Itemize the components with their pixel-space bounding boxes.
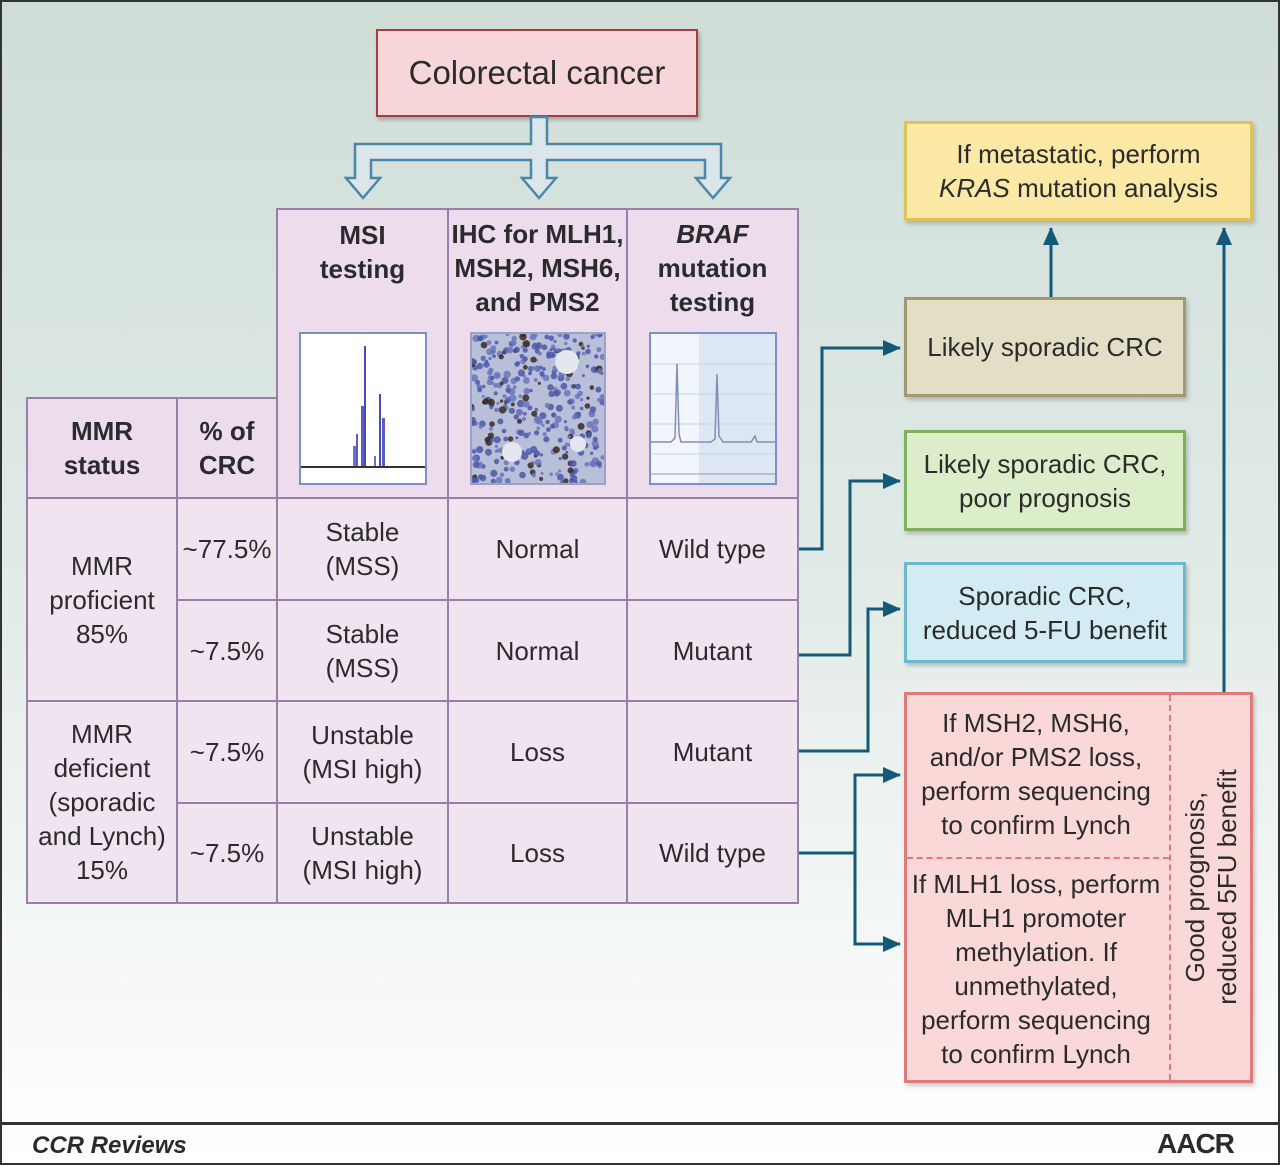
arrow-row2 bbox=[799, 473, 901, 657]
header-pct-crc: % of CRC bbox=[198, 416, 256, 480]
mlh1-methylation-text: If MLH1 loss, perform MLH1 promoter meth… bbox=[911, 869, 1161, 1069]
ihc-stain-image bbox=[470, 332, 606, 485]
colorectal-cancer-box: Colorectal cancer bbox=[376, 29, 698, 117]
arrow-row3 bbox=[799, 601, 901, 753]
row4-braf: Wild type bbox=[659, 838, 766, 868]
header-ihc: IHC for MLH1, MSH2, MSH6, and PMS2 bbox=[451, 219, 624, 317]
msi-electropherogram-image bbox=[299, 332, 427, 485]
group-mmr-deficient: MMR deficient (sporadic and Lynch) 15% bbox=[38, 719, 166, 885]
grid-line bbox=[27, 497, 799, 499]
likely-sporadic-box: Likely sporadic CRC bbox=[904, 297, 1186, 397]
grid-line bbox=[277, 208, 799, 210]
row2-braf: Mutant bbox=[672, 635, 753, 666]
journal-name: CCR Reviews bbox=[32, 1132, 187, 1159]
grid-line bbox=[27, 700, 799, 702]
kras-line2-text: mutation analysis bbox=[1009, 173, 1218, 203]
row3-pct: ~7.5% bbox=[189, 737, 265, 767]
table-left-header-bg bbox=[27, 398, 277, 498]
lynch-box bbox=[904, 692, 1253, 1083]
grid-line bbox=[176, 397, 178, 904]
kras-gene: KRAS bbox=[939, 173, 1010, 203]
row3-msi: Unstable (MSI high) bbox=[302, 720, 423, 784]
good-prognosis-text: Good prognosis, reduced 5FU benefit bbox=[1180, 769, 1242, 1005]
lynch-vertical-divider bbox=[1169, 695, 1171, 1080]
row2-msi: Stable (MSS) bbox=[325, 618, 400, 683]
header-braf: BRAF mutation testing bbox=[628, 216, 797, 320]
arrow-row1 bbox=[799, 340, 901, 551]
row2-pct: ~7.5% bbox=[189, 635, 265, 666]
sporadic-5fu-box: Sporadic CRC, reduced 5-FU benefit bbox=[904, 562, 1186, 663]
grid-line bbox=[626, 208, 628, 904]
header-mmr-status: MMR status bbox=[63, 416, 141, 480]
colorectal-cancer-label: Colorectal cancer bbox=[408, 54, 666, 91]
row1-ihc: Normal bbox=[495, 534, 580, 564]
row4-pct: ~7.5% bbox=[189, 838, 265, 868]
grid-line bbox=[26, 397, 28, 904]
footer-rule bbox=[2, 1122, 1278, 1125]
branch-arrow-shape bbox=[343, 115, 733, 200]
header-braf-text: mutation testing bbox=[657, 253, 768, 317]
grid-line bbox=[27, 902, 799, 904]
likely-sporadic-poor-box: Likely sporadic CRC, poor prognosis bbox=[904, 430, 1186, 531]
arrow-row4 bbox=[799, 767, 901, 855]
header-braf-gene: BRAF bbox=[676, 219, 749, 249]
row1-msi: Stable (MSS) bbox=[325, 517, 400, 581]
kras-analysis-box: If metastatic, perform KRAS mutation ana… bbox=[904, 121, 1253, 221]
row3-braf: Mutant bbox=[672, 737, 753, 767]
kras-line1: If metastatic, perform bbox=[956, 139, 1201, 169]
braf-pyrogram-image bbox=[649, 332, 777, 485]
grid-line bbox=[177, 599, 799, 601]
aacr-logo: AACR bbox=[1157, 1128, 1235, 1159]
header-msi: MSI testing bbox=[319, 220, 406, 284]
group-mmr-proficient: MMR proficient 85% bbox=[49, 550, 155, 649]
kras-line2: KRAS mutation analysis bbox=[939, 171, 1218, 205]
grid-line bbox=[177, 802, 799, 804]
lynch-sequencing-text: If MSH2, MSH6, and/or PMS2 loss, perform… bbox=[921, 708, 1151, 840]
grid-line bbox=[27, 397, 278, 399]
grid-line bbox=[276, 208, 278, 904]
row2-ihc: Normal bbox=[495, 635, 580, 666]
row4-ihc: Loss bbox=[510, 838, 565, 868]
row4-msi: Unstable (MSI high) bbox=[302, 821, 423, 885]
arrow-row4-mlh1 bbox=[853, 853, 901, 952]
row1-pct: ~77.5% bbox=[182, 534, 272, 564]
good-prognosis-label: Good prognosis, reduced 5FU benefit bbox=[1170, 692, 1252, 1082]
row3-ihc: Loss bbox=[510, 737, 565, 767]
lynch-horizontal-divider bbox=[907, 857, 1169, 859]
grid-line bbox=[797, 208, 799, 904]
grid-line bbox=[447, 208, 449, 904]
row1-braf: Wild type bbox=[659, 534, 766, 564]
